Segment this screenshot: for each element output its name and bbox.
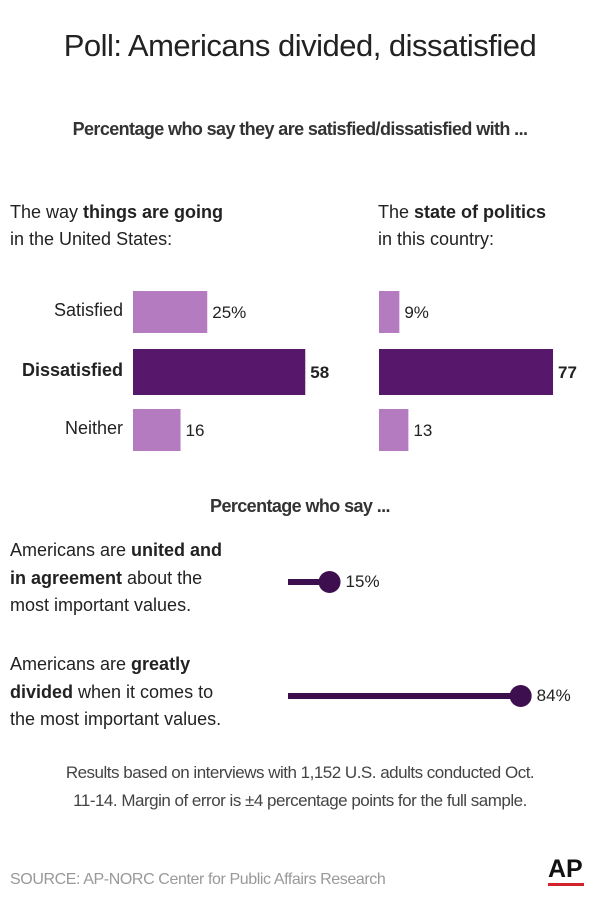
statement-line: divided when it comes to xyxy=(10,683,213,701)
statement-line: Americans are greatly xyxy=(10,655,190,673)
note: 11-14. Margin of error is ±4 percentage … xyxy=(73,791,527,810)
source: SOURCE: AP-NORC Center for Public Affair… xyxy=(10,871,386,888)
text-segment: most important values. xyxy=(10,595,192,615)
statement-line: most important values. xyxy=(10,596,191,614)
text-segment: The xyxy=(378,202,415,222)
chart-header: in this country: xyxy=(378,230,494,248)
chart-header: The state of politics xyxy=(378,203,546,221)
category-label: Neither xyxy=(64,418,123,438)
text-segment: things are going xyxy=(83,202,224,222)
value-label: 16 xyxy=(185,421,205,440)
dot xyxy=(509,685,532,707)
text-segment: in the United States: xyxy=(10,229,173,249)
title: Poll: Americans divided, dissatisfied xyxy=(63,28,537,63)
logo-underline xyxy=(548,883,584,886)
text-segment: in agreement xyxy=(10,567,123,588)
category-label: Dissatisfied xyxy=(21,360,123,380)
dot xyxy=(318,571,341,593)
statement-line: the most important values. xyxy=(10,710,221,728)
bar xyxy=(133,291,208,333)
text-segment: about the xyxy=(122,567,203,588)
value-label: 13 xyxy=(413,421,433,440)
value-label: 77 xyxy=(558,363,577,382)
text-segment: in this country: xyxy=(378,229,495,249)
value-label: 58 xyxy=(310,363,330,382)
text-segment: divided xyxy=(10,681,74,702)
text-segment: greatly xyxy=(131,654,191,674)
chart-header: Percentage who say ... xyxy=(210,496,390,516)
value-label: 84% xyxy=(536,686,571,705)
statement-line: Americans are united and xyxy=(10,541,222,559)
bar xyxy=(379,349,554,395)
value-label: 9% xyxy=(404,303,429,322)
statement-line: in agreement about the xyxy=(10,569,202,587)
bar xyxy=(133,409,181,451)
value-label: 25% xyxy=(212,303,247,322)
text-segment: Americans are xyxy=(10,654,132,674)
chart-header: The way things are going xyxy=(10,203,223,221)
text-segment: Americans are xyxy=(10,540,132,560)
value-label: 15% xyxy=(345,572,380,591)
bar xyxy=(379,291,400,333)
text-segment: the most important values. xyxy=(10,709,222,729)
note: Results based on interviews with 1,152 U… xyxy=(65,763,535,782)
text-segment: when it comes to xyxy=(73,681,214,702)
text-segment: united and xyxy=(131,540,223,560)
bar xyxy=(133,349,306,395)
logo: AP xyxy=(548,855,583,883)
text-segment: state of politics xyxy=(414,202,547,222)
category-label: Satisfied xyxy=(53,300,123,320)
subtitle: Percentage who say they are satisfied/di… xyxy=(72,119,528,139)
chart-header: in the United States: xyxy=(10,230,172,248)
bar xyxy=(379,409,409,451)
text-segment: The way xyxy=(10,202,84,222)
